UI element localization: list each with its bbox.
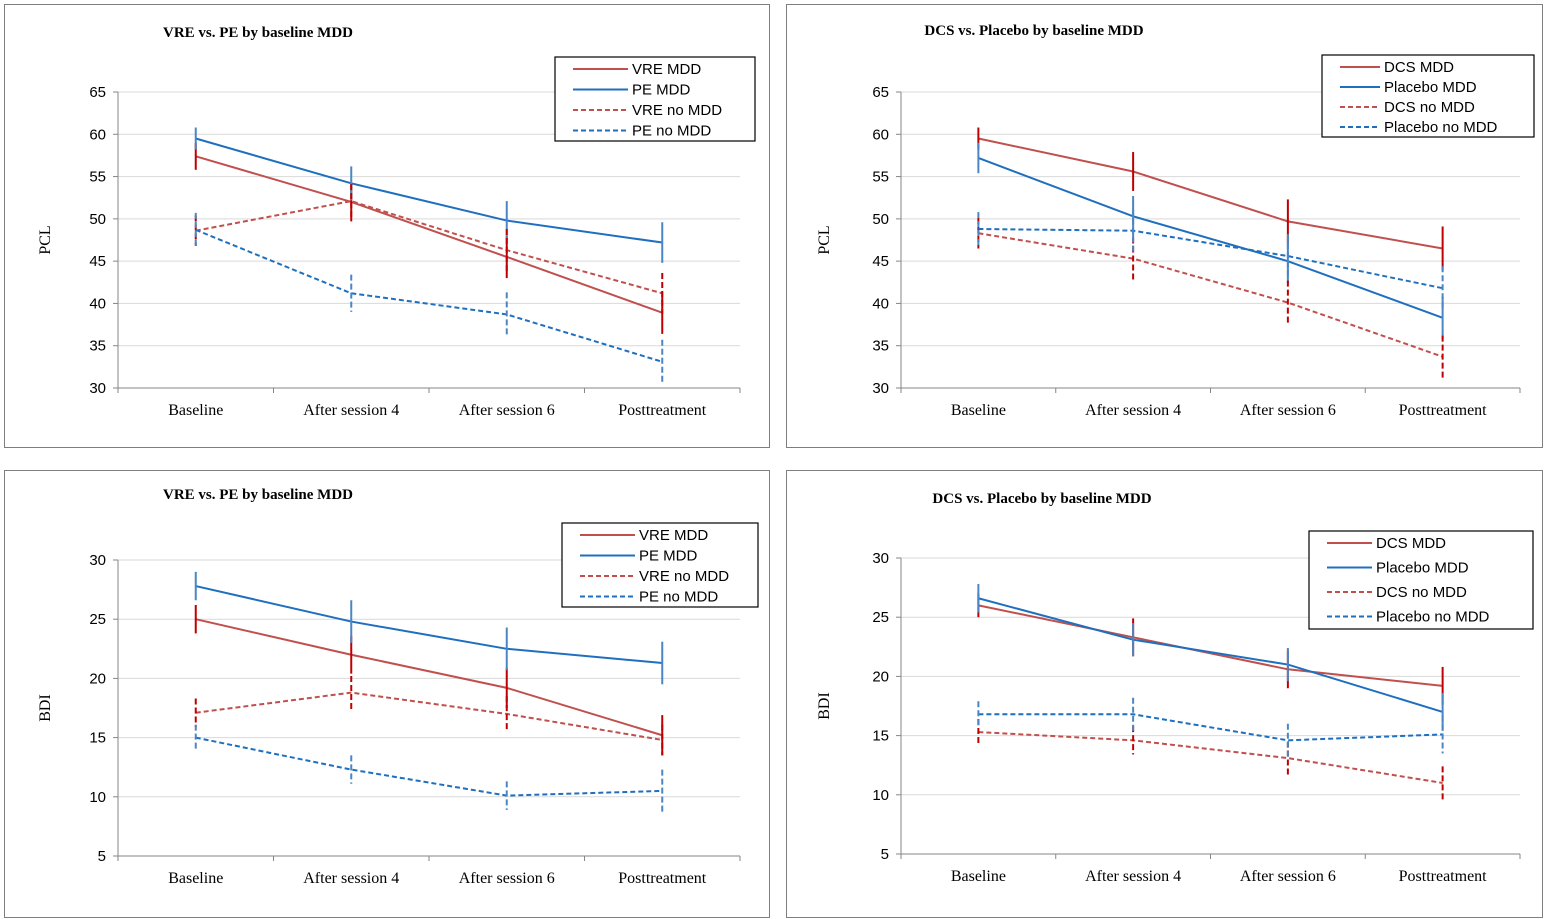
legend-label: Placebo MDD bbox=[1384, 79, 1477, 96]
chart-panel-pcl-dcs-placebo: DCS vs. Placebo by baseline MDD 30 35 40 45 5… bbox=[786, 4, 1543, 448]
legend-label: PE no MDD bbox=[632, 123, 711, 140]
y-axis-label: BDI bbox=[816, 692, 833, 720]
y-tick-label: 45 bbox=[89, 253, 106, 270]
x-category-label: Posttreatment bbox=[618, 402, 707, 419]
chart-panel-bdi-vre-pe: VRE vs. PE by baseline MDD 5 10 15 20 25 30 Bas… bbox=[4, 470, 770, 918]
x-category-label: After session 6 bbox=[459, 402, 555, 419]
legend-box bbox=[561, 522, 759, 608]
chart-title: VRE vs. PE by baseline MDD bbox=[163, 487, 353, 503]
x-category-label: Posttreatment bbox=[1399, 868, 1488, 885]
y-tick-label: 50 bbox=[89, 211, 106, 228]
x-category-label: After session 6 bbox=[459, 870, 555, 887]
y-tick-label: 65 bbox=[89, 84, 106, 101]
chart-svg: DCS vs. Placebo by baseline MDD 30 35 40 45 5… bbox=[816, 23, 1535, 419]
legend-label: DCS no MDD bbox=[1384, 99, 1475, 116]
y-tick-label: 65 bbox=[872, 84, 889, 101]
x-category-label: After session 4 bbox=[303, 870, 399, 887]
y-tick-label: 45 bbox=[872, 253, 889, 270]
series-line-dcs-no-mdd bbox=[978, 232, 1443, 358]
legend-label: DCS no MDD bbox=[1376, 584, 1467, 601]
chart-svg: DCS vs. Placebo by baseline MDD 5 10 15 20 25… bbox=[816, 491, 1534, 885]
y-tick-label: 15 bbox=[89, 730, 106, 747]
legend-label: Placebo no MDD bbox=[1376, 609, 1490, 626]
series-line-vre-mdd bbox=[195, 618, 663, 737]
x-category-label: After session 4 bbox=[303, 402, 399, 419]
legend-label: VRE MDD bbox=[639, 527, 708, 544]
series-line-dcs-mdd bbox=[978, 137, 1443, 250]
series-line-placebo-no-mdd bbox=[978, 713, 1443, 742]
y-tick-label: 5 bbox=[98, 848, 106, 865]
y-tick-label: 30 bbox=[872, 380, 889, 397]
y-axis-label: PCL bbox=[37, 225, 54, 254]
series-line-dcs-no-mdd bbox=[978, 731, 1443, 784]
y-tick-label: 30 bbox=[89, 552, 106, 569]
legend-label: VRE MDD bbox=[632, 61, 701, 78]
y-tick-label: 5 bbox=[881, 846, 889, 863]
chart-svg: VRE vs. PE by baseline MDD 30 35 40 45 50 55 60… bbox=[37, 25, 756, 419]
y-tick-label: 30 bbox=[89, 380, 106, 397]
y-tick-label: 60 bbox=[89, 126, 106, 143]
legend-box bbox=[554, 56, 756, 142]
x-category-label: After session 6 bbox=[1240, 868, 1336, 885]
series-line-vre-mdd bbox=[195, 155, 663, 314]
legend-label: Placebo MDD bbox=[1376, 560, 1469, 577]
y-tick-label: 55 bbox=[89, 169, 106, 186]
legend-label: VRE no MDD bbox=[639, 568, 729, 585]
y-tick-label: 25 bbox=[872, 609, 889, 626]
y-tick-label: 15 bbox=[872, 728, 889, 745]
y-tick-label: 35 bbox=[872, 338, 889, 355]
legend-label: PE MDD bbox=[639, 548, 698, 565]
y-tick-label: 10 bbox=[89, 789, 106, 806]
x-category-label: Baseline bbox=[168, 870, 223, 887]
x-category-label: Baseline bbox=[951, 868, 1006, 885]
y-tick-label: 20 bbox=[89, 670, 106, 687]
x-category-label: After session 4 bbox=[1085, 402, 1181, 419]
series-line-pe-mdd bbox=[195, 137, 663, 244]
chart-svg: VRE vs. PE by baseline MDD 5 10 15 20 25 30 Bas… bbox=[37, 487, 759, 887]
y-tick-label: 25 bbox=[89, 611, 106, 628]
x-category-label: After session 4 bbox=[1085, 868, 1181, 885]
y-tick-label: 50 bbox=[872, 211, 889, 228]
series-line-pe-no-mdd bbox=[195, 736, 663, 797]
chart-title: VRE vs. PE by baseline MDD bbox=[163, 25, 353, 41]
y-axis-label: PCL bbox=[816, 225, 833, 254]
legend-label: PE no MDD bbox=[639, 589, 718, 606]
chart-panel-pcl-vre-pe: VRE vs. PE by baseline MDD 30 35 40 45 50 55 60… bbox=[4, 4, 770, 448]
series-line-placebo-no-mdd bbox=[978, 228, 1443, 290]
series-line-pe-mdd bbox=[195, 585, 663, 665]
legend-box bbox=[1308, 530, 1534, 630]
series-line-pe-no-mdd bbox=[195, 228, 663, 363]
y-tick-label: 30 bbox=[872, 550, 889, 567]
x-category-label: Baseline bbox=[951, 402, 1006, 419]
y-tick-label: 40 bbox=[872, 295, 889, 312]
series-line-placebo-mdd bbox=[978, 597, 1443, 713]
y-tick-label: 10 bbox=[872, 787, 889, 804]
y-axis-label: BDI bbox=[37, 694, 54, 722]
chart-title: DCS vs. Placebo by baseline MDD bbox=[932, 491, 1151, 507]
chart-title: DCS vs. Placebo by baseline MDD bbox=[924, 23, 1143, 39]
chart-panel-bdi-dcs-placebo: DCS vs. Placebo by baseline MDD 5 10 15 20 25… bbox=[786, 470, 1543, 918]
y-tick-label: 35 bbox=[89, 338, 106, 355]
x-category-label: Posttreatment bbox=[1399, 402, 1488, 419]
legend-label: Placebo no MDD bbox=[1384, 119, 1498, 136]
legend-label: DCS MDD bbox=[1384, 59, 1454, 76]
y-tick-label: 40 bbox=[89, 295, 106, 312]
x-category-label: Posttreatment bbox=[618, 870, 707, 887]
y-tick-label: 20 bbox=[872, 668, 889, 685]
legend-label: DCS MDD bbox=[1376, 535, 1446, 552]
series-line-vre-no-mdd bbox=[195, 200, 663, 295]
legend-box bbox=[1321, 54, 1535, 138]
legend-label: PE MDD bbox=[632, 82, 691, 99]
series-line-vre-no-mdd bbox=[195, 691, 663, 741]
series-line-dcs-mdd bbox=[978, 604, 1443, 687]
x-category-label: After session 6 bbox=[1240, 402, 1336, 419]
x-category-label: Baseline bbox=[168, 402, 223, 419]
series-line-placebo-mdd bbox=[978, 157, 1443, 319]
legend-label: VRE no MDD bbox=[632, 102, 722, 119]
y-tick-label: 60 bbox=[872, 126, 889, 143]
y-tick-label: 55 bbox=[872, 169, 889, 186]
